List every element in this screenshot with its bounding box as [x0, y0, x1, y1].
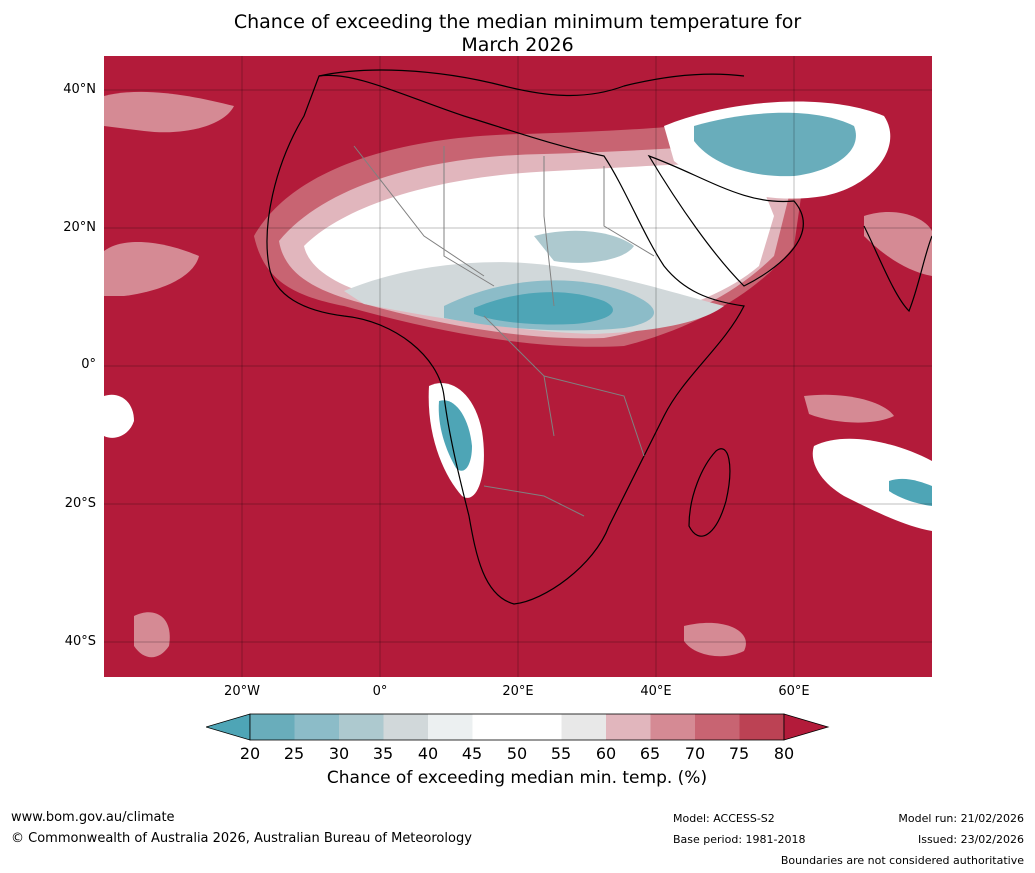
issued-date: Issued: 23/02/2026 [917, 833, 1024, 846]
colorbar-segment [739, 714, 784, 740]
colorbar [206, 713, 830, 741]
colorbar-segment [606, 714, 651, 740]
atlantic-patches [104, 91, 932, 658]
colorbar-label: 50 [506, 744, 528, 763]
colorbar-segment [650, 714, 695, 740]
lat-tick-20n: 20°N [63, 220, 96, 235]
colorbar-segment [250, 714, 295, 740]
country-borders [353, 145, 655, 517]
colorbar-label: 20 [239, 744, 261, 763]
middle-east-cool-region [664, 101, 891, 199]
lat-tick-40s: 40°S [64, 634, 96, 649]
colorbar-label: 30 [328, 744, 350, 763]
madagascar-coastline [688, 448, 731, 537]
colorbar-label: 80 [773, 744, 795, 763]
lat-tick-40n: 40°N [63, 82, 96, 97]
copyright-text: © Commonwealth of Australia 2026, Austra… [11, 831, 472, 846]
colorbar-segment [695, 714, 740, 740]
africa-coastline [266, 74, 745, 605]
model-run: Model run: 21/02/2026 [898, 812, 1024, 825]
indian-ocean-cool-region [812, 438, 932, 531]
colorbar-label: 40 [417, 744, 439, 763]
lon-tick-20w: 20°W [224, 684, 260, 699]
base-period: Base period: 1981-2018 [673, 833, 806, 846]
model-name: Model: ACCESS-S2 [673, 812, 775, 825]
lon-tick-60e: 60°E [778, 684, 810, 699]
colorbar-title: Chance of exceeding median min. temp. (%… [326, 768, 708, 788]
colorbar-label: 45 [461, 744, 483, 763]
map-title-line-1: Chance of exceeding the median minimum t… [233, 11, 802, 33]
colorbar-arrow-high [783, 713, 830, 741]
coastlines [266, 69, 932, 605]
website-link[interactable]: www.bom.gov.au/climate [11, 810, 175, 825]
colorbar-label: 70 [684, 744, 706, 763]
colorbar-segment [561, 714, 606, 740]
colorbar-label: 75 [728, 744, 750, 763]
forecast-map [104, 56, 932, 677]
colorbar-segment [517, 714, 562, 740]
europe-coastline [318, 69, 745, 97]
lat-tick-0: 0° [81, 357, 96, 372]
colorbar-segment [339, 714, 384, 740]
india-coastline [863, 225, 932, 313]
colorbar-segment [428, 714, 473, 740]
boundaries-disclaimer: Boundaries are not considered authoritat… [780, 854, 1024, 867]
graticule [104, 56, 932, 677]
arabia-coastline [647, 154, 804, 287]
colorbar-label: 60 [595, 744, 617, 763]
lat-tick-20s: 20°S [64, 496, 96, 511]
sahara-neutral-region [254, 116, 804, 347]
lon-tick-40e: 40°E [640, 684, 672, 699]
map-title-line-2: March 2026 [461, 34, 574, 56]
colorbar-label: 35 [372, 744, 394, 763]
lon-tick-0: 0° [372, 684, 388, 699]
colorbar-label: 65 [639, 744, 661, 763]
colorbar-segment [472, 714, 517, 740]
colorbar-label: 55 [550, 744, 572, 763]
colorbar-arrow-low [206, 713, 251, 741]
colorbar-label: 25 [283, 744, 305, 763]
colorbar-segment [383, 714, 428, 740]
lon-tick-20e: 20°E [502, 684, 534, 699]
colorbar-segment [294, 714, 339, 740]
